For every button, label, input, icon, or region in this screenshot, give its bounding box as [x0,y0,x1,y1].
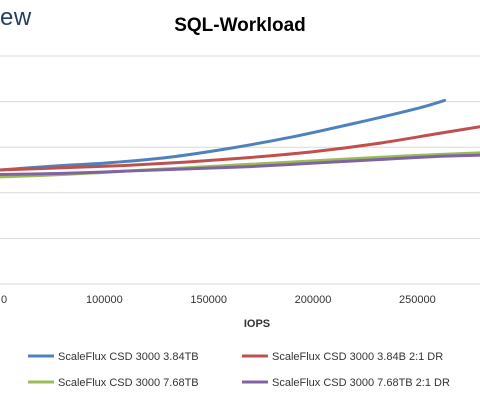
series-line-4 [0,153,480,177]
legend-label-3: ScaleFlux CSD 3000 7.68TB [58,377,199,389]
x-axis-label: IOPS [244,318,270,330]
series-line-2 [0,125,480,172]
x-tick-label: 100000 [86,294,123,306]
legend: ScaleFlux CSD 3000 3.84TB ScaleFlux CSD 3… [28,351,450,389]
x-tick-label: 150000 [190,294,227,306]
x-tick-label: 200000 [295,294,332,306]
legend-label-4: ScaleFlux CSD 3000 7.68TB 2:1 DR [272,377,450,389]
legend-label-1: ScaleFlux CSD 3000 3.84TB [58,351,199,363]
legend-label-2: ScaleFlux CSD 3000 3.84B 2:1 DR [272,351,443,363]
x-tick-labels: 0 100000 150000 200000 250000 [1,294,436,306]
gridlines [0,55,480,285]
x-tick-label: 250000 [399,294,436,306]
x-tick-label-fragment: 0 [1,294,7,306]
series-lines [0,98,480,179]
chart-title: SQL-Workload [174,15,306,36]
brand-logo-text: ew [0,4,32,31]
series-line-1 [0,98,447,172]
